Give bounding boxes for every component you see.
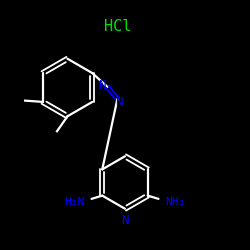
Text: H₂N: H₂N: [64, 197, 85, 207]
Text: HCl: HCl: [104, 19, 131, 34]
Text: N: N: [98, 79, 106, 92]
Text: N: N: [115, 96, 122, 109]
Text: NH₂: NH₂: [165, 197, 186, 207]
Text: N: N: [121, 214, 129, 227]
